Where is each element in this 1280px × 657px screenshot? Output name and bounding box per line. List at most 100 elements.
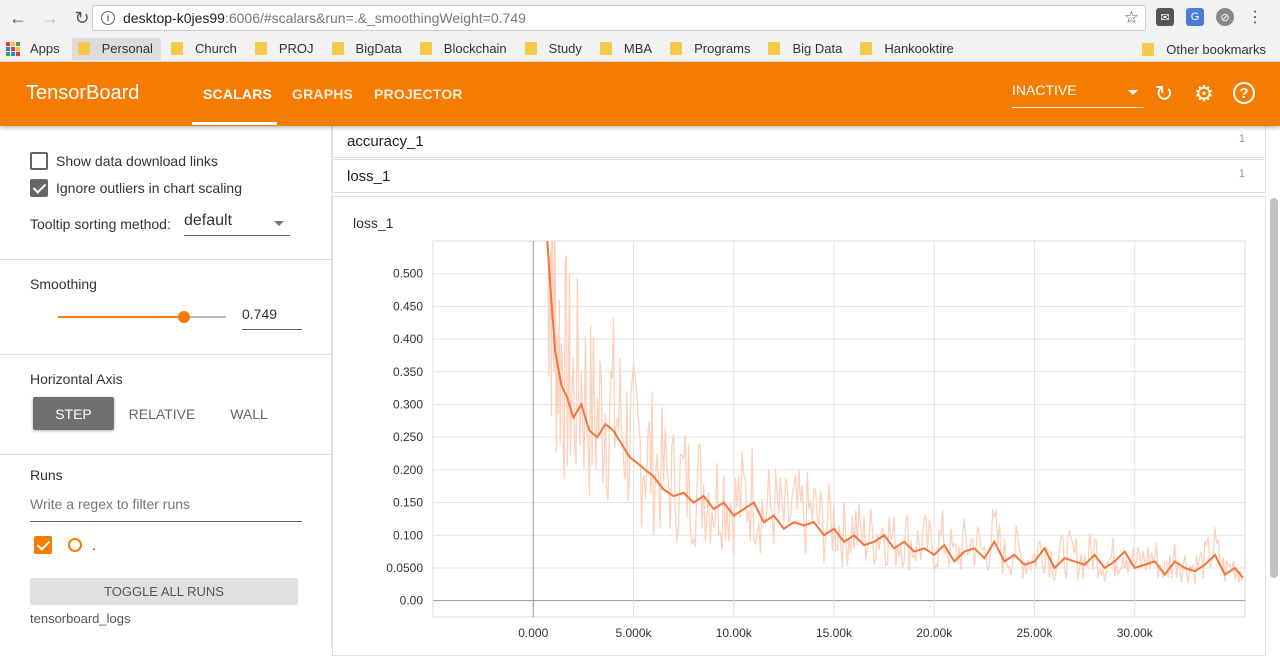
chevron-down-icon	[1128, 90, 1138, 95]
ignore-outliers-checkbox[interactable]: Ignore outliers in chart scaling	[30, 179, 242, 197]
bookmark-folder[interactable]: Church	[165, 38, 245, 60]
address-bar[interactable]: i desktop-k0jes99:6006/#scalars&run=.&_s…	[92, 5, 1146, 31]
chevron-down-icon	[274, 221, 284, 226]
select-value: INACTIVE	[1012, 82, 1077, 98]
folder-icon	[171, 42, 183, 55]
run-color-icon	[68, 538, 82, 552]
checkbox-checked-icon[interactable]	[30, 179, 48, 197]
tab-projector[interactable]: PROJECTOR	[374, 86, 463, 102]
scrollbar[interactable]	[1270, 198, 1278, 578]
bookmark-folder[interactable]: Personal	[72, 38, 161, 60]
category-name: loss_1	[347, 168, 390, 185]
runs-filter-input[interactable]: Write a regex to filter runs	[30, 496, 302, 522]
bookmark-folder[interactable]: PROJ	[249, 38, 322, 60]
run-name: .	[92, 537, 96, 553]
run-checkbox[interactable]	[34, 536, 52, 554]
bookmark-folder[interactable]: Blockchain	[414, 38, 515, 60]
url-path: :6006/#scalars&run=.&_smoothingWeight=0.…	[225, 10, 526, 26]
apps-icon	[6, 42, 20, 56]
bookmark-folder[interactable]: BigData	[326, 38, 410, 60]
y-tick-label: 0.450	[393, 299, 423, 313]
slider-fill	[58, 316, 184, 318]
smoothing-slider[interactable]	[58, 316, 226, 318]
browser-toolbar: ← → ↻ i desktop-k0jes99:6006/#scalars&ru…	[0, 0, 1280, 36]
show-download-links-checkbox[interactable]: Show data download links	[30, 152, 218, 170]
bookmark-folder[interactable]: Study	[519, 38, 590, 60]
active-tab-indicator	[192, 122, 277, 125]
inactive-dashboards-select[interactable]: INACTIVE	[1012, 82, 1144, 108]
axis-relative-button[interactable]: RELATIVE	[124, 397, 200, 430]
bookmark-label: Personal	[102, 41, 153, 56]
axis-wall-button[interactable]: WALL	[214, 397, 284, 430]
gear-icon[interactable]: ⚙	[1192, 82, 1216, 106]
menu-icon[interactable]: ⋮	[1246, 8, 1264, 26]
bookmark-apps[interactable]: Apps	[0, 38, 68, 60]
bookmark-folder[interactable]: MBA	[594, 38, 660, 60]
bookmark-folder[interactable]: Hankooktire	[854, 38, 961, 60]
x-tick-label: 30.00k	[1117, 626, 1154, 640]
translate-icon[interactable]: G	[1186, 8, 1204, 26]
app-header: TensorBoard SCALARS GRAPHS PROJECTOR INA…	[0, 62, 1280, 126]
folder-icon	[525, 42, 537, 55]
horizontal-axis-label: Horizontal Axis	[30, 371, 123, 387]
extension-icon[interactable]: ✉	[1156, 8, 1174, 26]
category-name: accuracy_1	[347, 133, 424, 150]
y-tick-label: 0.400	[393, 332, 423, 346]
run-item[interactable]: .	[34, 536, 96, 554]
tooltip-sorting-select[interactable]: default	[184, 212, 290, 236]
extension-icon[interactable]: ⊘	[1216, 8, 1234, 26]
other-bookmarks[interactable]: Other bookmarks	[1142, 38, 1266, 60]
x-tick-label: 5.000k	[615, 626, 652, 640]
bookmark-label: BigData	[356, 41, 402, 56]
y-tick-label: 0.500	[393, 267, 423, 281]
bookmark-label: Church	[195, 41, 237, 56]
category-loss[interactable]: loss_1 1	[332, 159, 1266, 193]
bookmark-label: PROJ	[279, 41, 314, 56]
bookmark-folder[interactable]: Programs	[664, 38, 758, 60]
checkbox-label: Show data download links	[56, 153, 218, 169]
smoothing-value-input[interactable]: 0.749	[242, 306, 302, 330]
bookmark-label: Big Data	[792, 41, 842, 56]
tooltip-sorting-label: Tooltip sorting method:	[30, 216, 171, 232]
y-tick-label: 0.100	[393, 528, 423, 542]
app-title: TensorBoard	[26, 82, 139, 105]
bookmark-folder[interactable]: Big Data	[762, 38, 850, 60]
folder-icon	[860, 42, 872, 55]
bookmark-label: Apps	[30, 41, 60, 56]
info-icon[interactable]: i	[101, 11, 115, 25]
forward-icon[interactable]: →	[36, 4, 64, 32]
y-tick-label: 0.300	[393, 397, 423, 411]
x-tick-label: 10.00k	[716, 626, 753, 640]
category-accuracy[interactable]: accuracy_1 1	[332, 124, 1266, 158]
y-tick-label: 0.250	[393, 430, 423, 444]
y-tick-label: 0.350	[393, 365, 423, 379]
x-tick-label: 20.00k	[916, 626, 953, 640]
toggle-all-runs-button[interactable]: TOGGLE ALL RUNS	[30, 578, 298, 605]
y-tick-label: 0.150	[393, 496, 423, 510]
back-icon[interactable]: ←	[4, 4, 32, 32]
folder-icon	[600, 42, 612, 55]
category-count: 1	[1239, 133, 1245, 145]
bookmark-label: MBA	[624, 41, 652, 56]
tab-graphs[interactable]: GRAPHS	[292, 86, 353, 102]
smoothing-label: Smoothing	[30, 276, 97, 292]
smoothing-value: 0.749	[242, 306, 277, 322]
url-host: desktop-k0jes99	[123, 10, 225, 26]
bookmark-star-icon[interactable]: ☆	[1124, 8, 1139, 28]
bookmark-label: Study	[549, 41, 582, 56]
checkbox-icon[interactable]	[30, 152, 48, 170]
settings-section: Show data download links Ignore outliers…	[0, 126, 332, 260]
loss-chart[interactable]: 0.000.05000.1000.1500.2000.2500.3000.350…	[333, 197, 1267, 657]
y-tick-label: 0.200	[393, 463, 423, 477]
help-icon[interactable]: ?	[1233, 82, 1255, 104]
reload-icon[interactable]: ↻	[1152, 82, 1176, 106]
bookmark-label: Programs	[694, 41, 750, 56]
tab-scalars[interactable]: SCALARS	[203, 86, 272, 102]
bookmark-label: Hankooktire	[884, 41, 953, 56]
folder-icon	[670, 42, 682, 55]
x-tick-label: 15.00k	[816, 626, 853, 640]
bookmark-label: Blockchain	[444, 41, 507, 56]
axis-step-button[interactable]: STEP	[33, 397, 114, 430]
checkbox-label: Ignore outliers in chart scaling	[56, 180, 242, 196]
slider-knob[interactable]	[178, 311, 190, 323]
